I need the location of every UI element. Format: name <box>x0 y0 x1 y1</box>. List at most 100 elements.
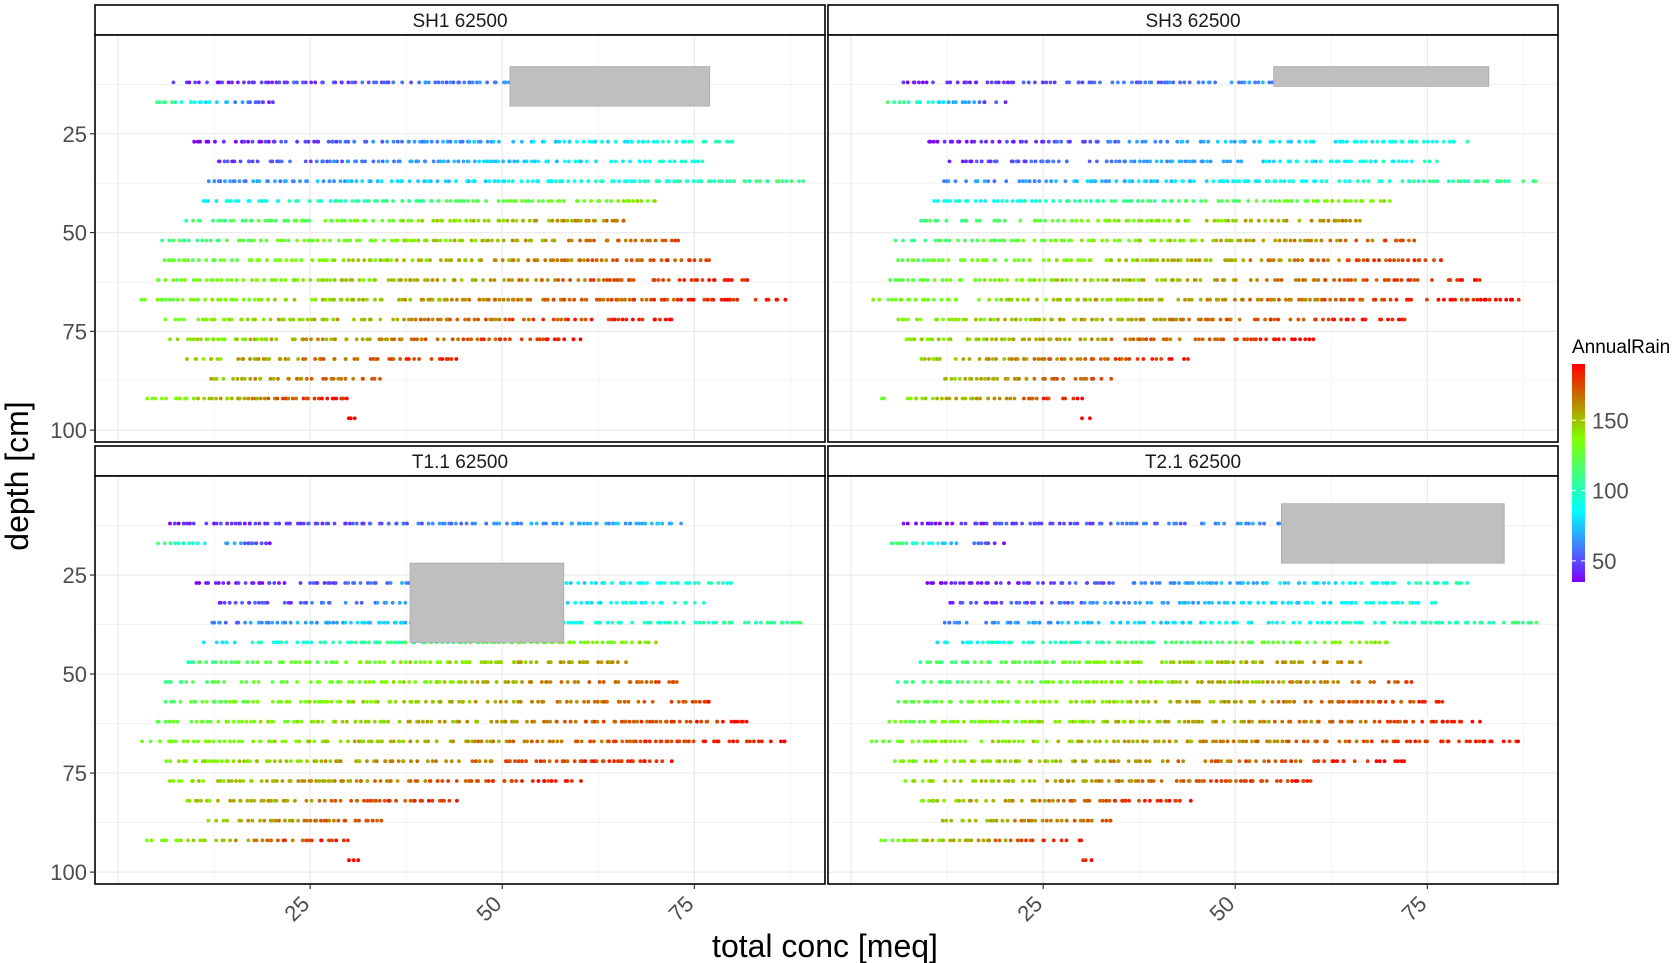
data-point <box>501 297 506 302</box>
data-point <box>1069 357 1073 361</box>
data-point <box>397 159 402 164</box>
data-point <box>334 396 339 401</box>
data-point <box>248 376 253 381</box>
data-point <box>1513 620 1518 625</box>
data-point <box>936 541 940 546</box>
data-point <box>212 258 217 263</box>
data-point <box>1465 297 1470 302</box>
data-point <box>288 317 292 322</box>
data-point <box>1381 139 1386 144</box>
data-point <box>314 779 318 783</box>
data-point <box>573 159 578 164</box>
data-point <box>267 739 271 744</box>
data-point <box>646 640 651 645</box>
data-point <box>1293 278 1298 282</box>
data-point <box>279 139 284 144</box>
data-point <box>266 139 271 144</box>
data-point <box>1124 258 1128 263</box>
data-point <box>911 258 916 263</box>
data-point <box>332 357 337 361</box>
data-point <box>711 620 716 625</box>
data-point <box>994 581 999 585</box>
data-point <box>377 798 382 803</box>
data-point <box>582 640 587 645</box>
data-point <box>1083 297 1088 302</box>
data-point <box>248 521 252 526</box>
data-point <box>391 660 396 665</box>
data-point <box>269 218 274 223</box>
data-point <box>619 620 623 625</box>
data-point <box>650 699 655 704</box>
data-point <box>448 660 452 665</box>
data-point <box>308 818 313 823</box>
data-point <box>385 640 390 645</box>
data-point <box>175 297 180 302</box>
data-point <box>470 521 475 526</box>
data-point <box>600 139 604 144</box>
data-point <box>195 297 200 302</box>
data-point <box>1201 521 1206 526</box>
data-point <box>229 278 234 282</box>
data-point <box>333 80 338 85</box>
data-point <box>158 739 162 744</box>
data-point <box>269 838 273 843</box>
data-point <box>510 218 515 223</box>
data-point <box>982 317 987 322</box>
data-point <box>931 297 936 302</box>
data-point <box>613 159 618 164</box>
data-point <box>1138 159 1142 164</box>
data-point <box>1180 640 1185 645</box>
data-point <box>930 521 934 526</box>
data-point <box>473 238 478 243</box>
data-point <box>633 600 638 605</box>
data-point <box>1055 357 1059 361</box>
data-point <box>267 100 271 105</box>
data-point <box>401 521 406 526</box>
data-point <box>631 719 636 724</box>
data-point <box>1044 179 1049 184</box>
data-point <box>897 100 902 105</box>
data-point <box>958 581 962 585</box>
data-point <box>594 759 599 764</box>
data-point <box>716 581 721 585</box>
data-point <box>1100 278 1105 282</box>
data-point <box>1095 159 1099 164</box>
data-point <box>628 680 633 684</box>
data-point <box>914 541 919 546</box>
data-point <box>253 521 258 526</box>
data-point <box>669 699 674 704</box>
data-point <box>476 739 481 744</box>
data-point <box>231 218 236 223</box>
data-point <box>442 680 447 684</box>
data-point <box>299 719 304 724</box>
data-point <box>295 376 299 381</box>
data-point <box>1364 139 1368 144</box>
data-point <box>644 739 648 744</box>
data-point <box>558 660 563 665</box>
data-point <box>946 179 951 184</box>
data-point <box>1354 218 1358 223</box>
data-point <box>649 297 653 302</box>
data-point <box>360 159 364 164</box>
data-point <box>273 297 277 302</box>
data-point <box>284 258 289 263</box>
data-point <box>1082 258 1087 263</box>
data-point <box>1132 581 1137 585</box>
data-point <box>1296 278 1301 282</box>
data-point <box>391 317 396 322</box>
data-point <box>940 258 945 263</box>
data-point <box>1345 159 1350 164</box>
data-point <box>667 159 672 164</box>
data-point <box>341 258 346 263</box>
data-point <box>1387 179 1392 184</box>
data-point <box>691 297 696 302</box>
data-point <box>654 759 659 764</box>
data-point <box>721 719 725 724</box>
data-point <box>282 317 286 322</box>
data-point <box>486 297 491 302</box>
data-point <box>687 258 692 263</box>
data-point <box>485 739 489 744</box>
data-point <box>901 80 906 85</box>
data-point <box>318 640 323 645</box>
data-point <box>678 179 682 184</box>
